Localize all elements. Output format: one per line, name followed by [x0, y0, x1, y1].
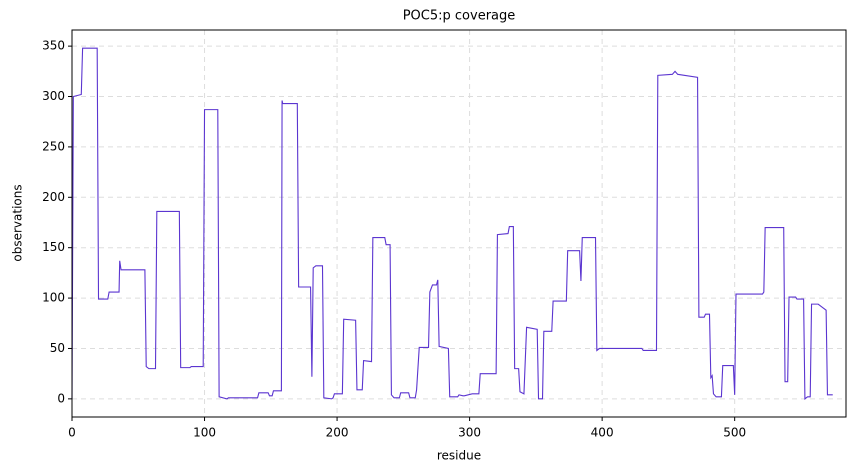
x-tick-label: 500: [723, 426, 746, 440]
chart-title: POC5:p coverage: [403, 9, 516, 24]
x-tick-label: 200: [326, 426, 349, 440]
y-tick-label: 250: [42, 139, 65, 153]
y-tick-label: 0: [57, 391, 65, 405]
x-axis-label: residue: [437, 449, 481, 463]
x-tick-label: 0: [68, 426, 76, 440]
x-tick-label: 100: [193, 426, 216, 440]
x-tick-label: 400: [591, 426, 614, 440]
y-tick-label: 200: [42, 190, 65, 204]
y-tick-label: 300: [42, 89, 65, 103]
plot-frame: [71, 29, 847, 418]
x-tick-label: 300: [458, 426, 481, 440]
data-line: [71, 47, 833, 400]
y-axis-label: observations: [11, 184, 25, 261]
y-tick-label: 100: [42, 291, 65, 305]
y-tick-label: 350: [42, 39, 65, 53]
y-tick-label: 50: [50, 341, 65, 355]
y-tick-label: 150: [42, 240, 65, 254]
